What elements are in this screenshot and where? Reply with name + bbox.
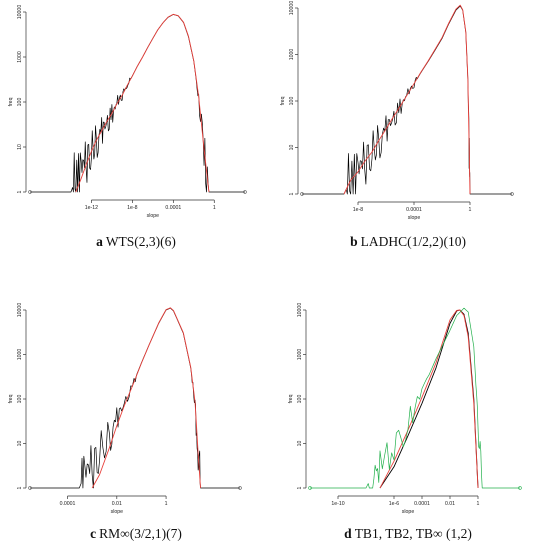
caption-text: WTS(2,3)(6) xyxy=(105,234,176,249)
y-axis-label: freq xyxy=(288,394,294,403)
y-tick-label: 10 xyxy=(17,144,23,150)
endpoint-marker xyxy=(243,190,247,194)
series-line-2 xyxy=(379,309,479,489)
caption-letter: b xyxy=(350,234,358,249)
x-tick-label: 1 xyxy=(165,501,168,507)
y-tick-label: 100 xyxy=(17,98,23,107)
endpoint-marker xyxy=(238,486,242,490)
x-axis-label: slope xyxy=(111,509,124,515)
endpoint-marker xyxy=(28,486,32,490)
y-tick-label: 100 xyxy=(297,395,303,404)
series-line-1 xyxy=(302,5,512,195)
x-tick-label: 1 xyxy=(477,501,480,507)
y-tick-label: 10 xyxy=(17,441,23,447)
y-tick-label: 10 xyxy=(297,441,303,447)
chart-a: 1 10 100 1000 10000 1e-12 1e-8 0.0001 1 freq slope xyxy=(8,5,247,219)
series-line-3 xyxy=(310,307,520,489)
y-tick-label: 10 xyxy=(289,145,295,151)
y-tick-label: 1000 xyxy=(297,349,303,361)
y-tick-label: 1 xyxy=(297,486,303,489)
x-tick-label: 1e-8 xyxy=(353,207,363,213)
y-tick-label: 1 xyxy=(17,486,23,489)
x-tick-label: 0.0001 xyxy=(406,207,422,213)
series-line-1 xyxy=(30,14,245,193)
caption-letter: a xyxy=(96,234,103,249)
y-tick-label: 10000 xyxy=(297,303,303,318)
chart-c: 1 10 100 1000 10000 0.0001 0.01 1 freq slope xyxy=(8,303,242,515)
x-tick-label: 0.01 xyxy=(112,501,122,507)
caption-c: c RM∞(3/2,1)(7) xyxy=(0,526,272,542)
caption-text: TB1, TB2, TB∞ (1,2) xyxy=(354,526,472,541)
y-tick-label: 1 xyxy=(289,192,295,195)
series-line-2 xyxy=(343,4,471,195)
x-tick-label: 0.0001 xyxy=(414,501,430,507)
x-tick-label: 1e-8 xyxy=(127,205,137,211)
caption-a: a WTS(2,3)(6) xyxy=(0,234,272,250)
y-axis-label: freq xyxy=(280,96,286,105)
endpoint-marker xyxy=(518,486,522,490)
x-tick-label: 1 xyxy=(213,205,216,211)
y-tick-label: 100 xyxy=(17,395,23,404)
x-tick-label: 1 xyxy=(469,207,472,213)
y-tick-label: 10000 xyxy=(289,1,295,16)
chart-d: 1 10 100 1000 10000 1e-10 1e-6 0.0001 0.01 1 freq s… xyxy=(288,303,522,515)
x-tick-label: 0.0001 xyxy=(165,205,181,211)
y-tick-label: 100 xyxy=(289,97,295,106)
y-tick-label: 1000 xyxy=(17,349,23,361)
x-tick-label: 1e-12 xyxy=(85,205,98,211)
series-line-1 xyxy=(379,309,479,489)
caption-letter: c xyxy=(90,526,97,541)
series-line-1 xyxy=(30,307,240,489)
chart-b: 1 10 100 1000 10000 1e-8 0.0001 1 freq slope xyxy=(280,1,514,221)
x-axis-label: slope xyxy=(402,509,415,515)
x-tick-label: 0.01 xyxy=(445,501,455,507)
caption-letter: d xyxy=(344,526,352,541)
endpoint-marker xyxy=(510,192,514,196)
y-tick-label: 10000 xyxy=(17,5,23,20)
y-axis-label: freq xyxy=(8,97,14,106)
series-line-2 xyxy=(91,307,201,489)
y-tick-label: 1 xyxy=(17,190,23,193)
x-axis-label: slope xyxy=(408,215,421,221)
caption-d: d TB1, TB2, TB∞ (1,2) xyxy=(272,526,544,542)
x-axis-label: slope xyxy=(147,213,160,219)
y-tick-label: 1000 xyxy=(289,49,295,61)
y-axis-label: freq xyxy=(8,394,14,403)
endpoint-marker xyxy=(300,192,304,196)
x-tick-label: 0.0001 xyxy=(60,501,76,507)
caption-text: RM∞(3/2,1)(7) xyxy=(99,526,182,541)
endpoint-marker xyxy=(308,486,312,490)
y-tick-label: 10000 xyxy=(17,303,23,318)
series-line-2 xyxy=(75,13,210,193)
endpoint-marker xyxy=(28,190,32,194)
x-tick-label: 1e-10 xyxy=(331,501,344,507)
caption-b: b LADHC(1/2,2)(10) xyxy=(272,234,544,250)
x-tick-label: 1e-6 xyxy=(389,501,399,507)
caption-text: LADHC(1/2,2)(10) xyxy=(360,234,466,249)
y-tick-label: 1000 xyxy=(17,51,23,63)
